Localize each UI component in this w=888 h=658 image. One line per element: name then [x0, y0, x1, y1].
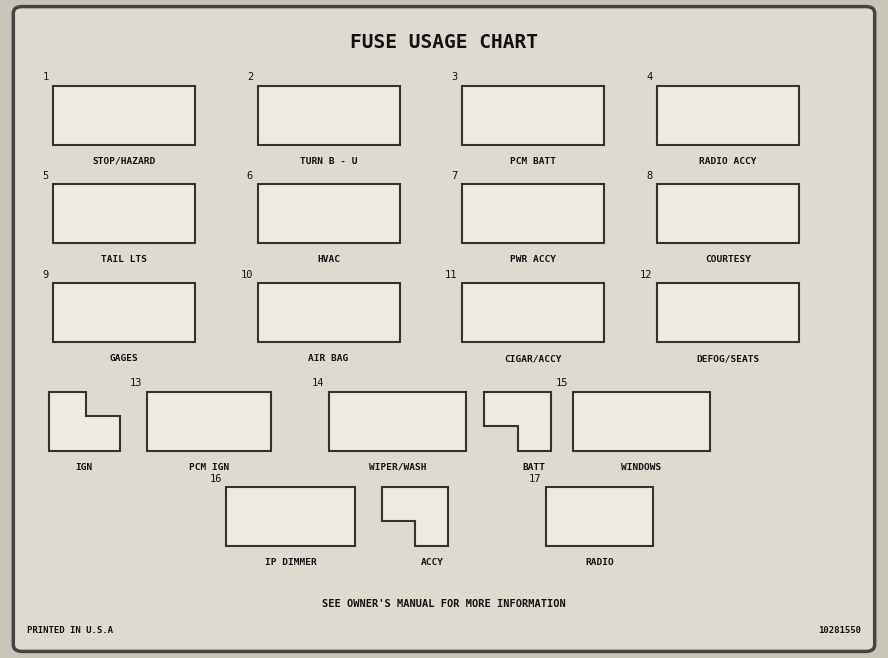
Text: RADIO ACCY: RADIO ACCY	[700, 157, 757, 166]
Text: 14: 14	[312, 378, 324, 388]
Text: PRINTED IN U.S.A: PRINTED IN U.S.A	[27, 626, 113, 635]
Text: 7: 7	[451, 171, 457, 181]
FancyBboxPatch shape	[462, 86, 604, 145]
FancyBboxPatch shape	[53, 184, 195, 243]
Text: HVAC: HVAC	[317, 255, 340, 265]
Text: IGN: IGN	[75, 463, 93, 472]
Text: ACCY: ACCY	[420, 558, 443, 567]
FancyBboxPatch shape	[329, 392, 466, 451]
Text: BATT: BATT	[522, 463, 545, 472]
Text: 9: 9	[43, 270, 49, 280]
Text: WINDOWS: WINDOWS	[622, 463, 662, 472]
Text: CIGAR/ACCY: CIGAR/ACCY	[504, 354, 561, 363]
FancyBboxPatch shape	[258, 86, 400, 145]
Text: 13: 13	[130, 378, 142, 388]
Text: FUSE USAGE CHART: FUSE USAGE CHART	[350, 34, 538, 52]
FancyBboxPatch shape	[657, 184, 799, 243]
Text: IP DIMMER: IP DIMMER	[265, 558, 317, 567]
Text: DEFOG/SEATS: DEFOG/SEATS	[696, 354, 760, 363]
Polygon shape	[49, 392, 120, 451]
Text: PCM BATT: PCM BATT	[510, 157, 556, 166]
Text: 11: 11	[445, 270, 457, 280]
Text: TURN B - U: TURN B - U	[300, 157, 357, 166]
Polygon shape	[484, 392, 551, 451]
Text: 1: 1	[43, 72, 49, 82]
FancyBboxPatch shape	[657, 283, 799, 342]
FancyBboxPatch shape	[258, 184, 400, 243]
Text: TAIL LTS: TAIL LTS	[101, 255, 147, 265]
Text: 2: 2	[247, 72, 253, 82]
Text: RADIO: RADIO	[585, 558, 614, 567]
Text: SEE OWNER'S MANUAL FOR MORE INFORMATION: SEE OWNER'S MANUAL FOR MORE INFORMATION	[322, 599, 566, 609]
Text: 6: 6	[247, 171, 253, 181]
Text: GAGES: GAGES	[110, 354, 139, 363]
FancyBboxPatch shape	[53, 86, 195, 145]
FancyBboxPatch shape	[53, 283, 195, 342]
Text: STOP/HAZARD: STOP/HAZARD	[92, 157, 156, 166]
Text: PWR ACCY: PWR ACCY	[510, 255, 556, 265]
Text: 5: 5	[43, 171, 49, 181]
FancyBboxPatch shape	[13, 7, 875, 651]
Text: AIR BAG: AIR BAG	[308, 354, 349, 363]
Text: COURTESY: COURTESY	[705, 255, 751, 265]
Polygon shape	[382, 487, 448, 546]
FancyBboxPatch shape	[226, 487, 355, 546]
Text: 15: 15	[556, 378, 568, 388]
FancyBboxPatch shape	[147, 392, 271, 451]
Text: 3: 3	[451, 72, 457, 82]
FancyBboxPatch shape	[657, 86, 799, 145]
FancyBboxPatch shape	[258, 283, 400, 342]
Text: WIPER/WASH: WIPER/WASH	[369, 463, 426, 472]
Text: 12: 12	[640, 270, 653, 280]
FancyBboxPatch shape	[573, 392, 710, 451]
Text: 10281550: 10281550	[819, 626, 861, 635]
Text: 8: 8	[646, 171, 653, 181]
Text: 10: 10	[241, 270, 253, 280]
FancyBboxPatch shape	[546, 487, 653, 546]
FancyBboxPatch shape	[462, 283, 604, 342]
FancyBboxPatch shape	[462, 184, 604, 243]
Text: 17: 17	[529, 474, 542, 484]
Text: 16: 16	[210, 474, 222, 484]
Text: 4: 4	[646, 72, 653, 82]
Text: PCM IGN: PCM IGN	[188, 463, 229, 472]
